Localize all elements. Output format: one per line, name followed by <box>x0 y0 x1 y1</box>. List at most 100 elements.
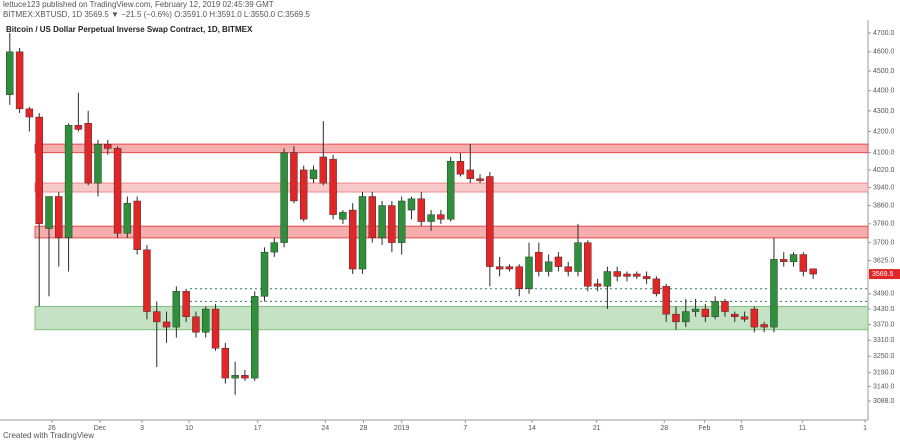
x-tick-label: 21 <box>593 425 601 432</box>
candle-body <box>251 296 259 379</box>
x-tick-label: 3 <box>140 425 144 432</box>
candle-body <box>437 214 445 220</box>
candle-body <box>760 324 768 328</box>
last-price-label: 3569.5 <box>872 271 894 278</box>
x-tick-label: 7 <box>463 425 467 432</box>
candle-body <box>486 176 494 267</box>
y-tick-label: 4020.0 <box>873 167 895 174</box>
x-tick-label: 1 <box>863 425 867 432</box>
x-tick-label: 11 <box>799 425 806 432</box>
candle-body <box>466 169 474 179</box>
candle-body <box>368 196 376 239</box>
candle-body <box>476 178 484 182</box>
candle-body <box>446 161 455 220</box>
candle-body <box>300 169 308 220</box>
candle-body <box>740 316 749 320</box>
candle-body <box>809 268 817 275</box>
candle-body <box>574 242 582 272</box>
candle-body <box>192 316 200 333</box>
candle-body <box>329 158 337 215</box>
candle-body <box>544 261 553 272</box>
x-tick-label: 24 <box>321 425 329 432</box>
candle-body <box>397 200 406 243</box>
candle-body <box>270 242 279 253</box>
chart-title: Bitcoin / US Dollar Perpetual Inverse Sw… <box>6 25 253 34</box>
candle-body <box>770 259 778 328</box>
y-tick-label: 3088.0 <box>873 398 895 405</box>
x-tick-label: 14 <box>528 425 536 432</box>
candle-body <box>280 152 288 243</box>
candle-body <box>182 291 190 317</box>
candle-body <box>515 266 523 290</box>
candle-body <box>780 259 788 262</box>
y-tick-label: 3780.0 <box>873 221 895 228</box>
candle-body <box>319 156 327 184</box>
y-tick-label: 3190.0 <box>873 369 895 376</box>
candle-body <box>672 313 680 323</box>
x-tick-label: 17 <box>254 425 262 432</box>
candle-body <box>613 271 621 277</box>
x-tick-label: 5 <box>740 425 744 432</box>
symbol-line: BITMEX:XBTUSD, 1D 3569.5 ▼ −21.5 (−0.6%)… <box>3 10 310 19</box>
candle-body <box>74 125 83 130</box>
last-price-box <box>869 269 900 280</box>
candle-body <box>290 152 298 202</box>
y-tick-label: 3430.0 <box>873 306 895 313</box>
candle-body <box>593 283 602 287</box>
zone <box>34 305 869 331</box>
y-tick-label: 3940.0 <box>873 184 895 191</box>
y-tick-label: 3490.0 <box>873 291 895 298</box>
candle-body <box>84 123 92 184</box>
candle-body <box>701 308 710 317</box>
y-tick-label: 3700.0 <box>873 239 895 246</box>
candle-body <box>348 209 357 270</box>
zone <box>34 225 869 239</box>
footer: Created with TradingView <box>3 431 94 440</box>
candle-body <box>104 143 112 149</box>
candle-body <box>427 214 435 222</box>
candle-body <box>388 205 396 243</box>
y-tick-label: 4400.0 <box>873 88 895 95</box>
y-tick-label: 3310.0 <box>873 337 895 344</box>
candle-body <box>584 242 592 287</box>
candle-body <box>358 196 367 270</box>
y-tick-label: 4600.0 <box>873 49 895 56</box>
candle-body <box>309 169 318 179</box>
candle-body <box>6 51 14 95</box>
candle-body <box>143 249 151 312</box>
y-tick-label: 3370.0 <box>873 321 895 328</box>
candle-body <box>721 301 729 312</box>
candle-body <box>241 375 249 379</box>
candle-body <box>682 311 690 323</box>
candle-body <box>221 348 230 379</box>
candle-body <box>633 273 641 277</box>
candle-body <box>564 266 572 272</box>
candle-body <box>15 51 24 110</box>
candle-body <box>45 196 53 229</box>
candle-body <box>799 254 808 272</box>
candle-body <box>456 161 465 175</box>
candle-body <box>260 251 269 297</box>
y-tick-label: 4100.0 <box>873 149 895 156</box>
candle-body <box>231 375 239 379</box>
candle-body <box>789 254 798 262</box>
candle-body <box>35 116 43 225</box>
candle-body <box>378 205 386 239</box>
candle-body <box>731 313 739 317</box>
candle-body <box>113 148 122 234</box>
y-tick-label: 3250.0 <box>873 353 895 360</box>
x-tick-label: Dec <box>94 425 107 432</box>
candle-body <box>417 198 425 222</box>
candle-body <box>64 125 73 239</box>
y-tick-label: 4500.0 <box>873 68 895 75</box>
candle-body <box>339 212 347 220</box>
candle-body <box>162 321 171 328</box>
candle-body <box>94 143 102 184</box>
candle-body <box>603 271 612 287</box>
y-tick-label: 4700.0 <box>873 30 895 37</box>
candle-body <box>750 308 759 328</box>
candle-body <box>153 311 161 323</box>
x-tick-label: 10 <box>185 425 193 432</box>
candle-body <box>505 266 514 270</box>
